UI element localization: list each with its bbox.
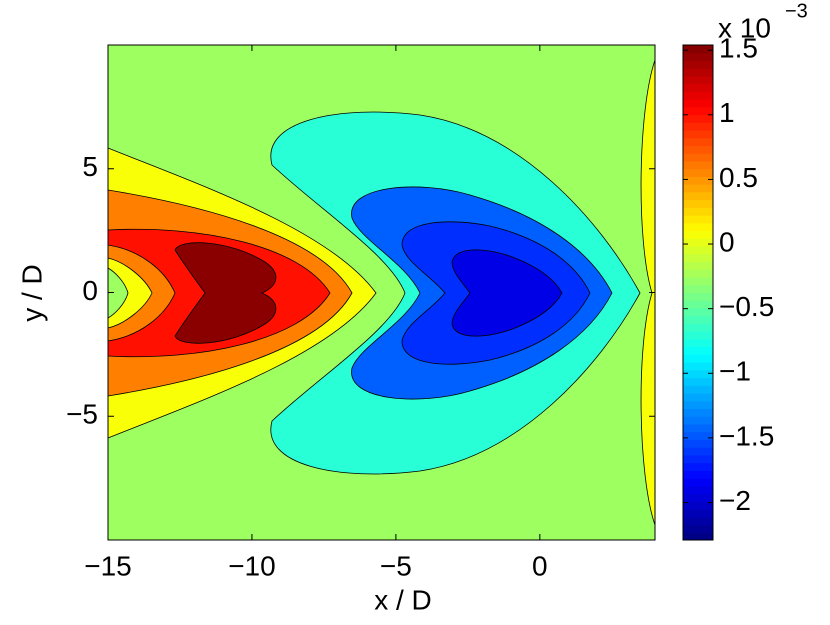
- colorbar-step: [683, 199, 713, 208]
- colorbar-step: [683, 261, 713, 270]
- colorbar-step: [683, 130, 713, 139]
- colorbar-step: [683, 315, 713, 324]
- colorbar-step: [683, 246, 713, 255]
- colorbar-step: [683, 307, 713, 317]
- colorbar-step: [683, 393, 713, 402]
- y-tick-label: −5: [66, 399, 98, 430]
- colorbar-step: [683, 509, 713, 518]
- colorbar-tick-label: −0.5: [719, 291, 774, 322]
- colorbar-step: [683, 60, 713, 69]
- colorbar-tick-label: −1.5: [719, 420, 774, 451]
- colorbar-frame: [682, 44, 714, 541]
- colorbar-step: [683, 191, 713, 201]
- x-tick-label: −10: [228, 550, 276, 581]
- colorbar-step: [683, 114, 713, 123]
- colorbar-step: [683, 462, 713, 471]
- colorbar-step: [683, 300, 713, 309]
- x-tick-label: −5: [380, 550, 412, 581]
- colorbar-step: [683, 238, 713, 247]
- colorbar-step: [683, 230, 713, 239]
- colorbar-step: [683, 168, 713, 177]
- colorbar-tick-label: 0: [719, 226, 735, 257]
- colorbar-step: [683, 408, 713, 417]
- x-axis-label: x / D: [374, 584, 432, 615]
- colorbar-step: [683, 385, 713, 394]
- colorbar-step: [683, 137, 713, 147]
- colorbar-exponent: −3: [785, 0, 808, 22]
- colorbar-step: [683, 253, 713, 263]
- colorbar-step: [683, 176, 713, 185]
- contour-region: [640, 59, 656, 526]
- colorbar-step: [683, 184, 713, 193]
- colorbar-step: [683, 215, 713, 224]
- colorbar-step: [683, 478, 713, 487]
- contour-region: [107, 257, 153, 329]
- colorbar-step: [683, 106, 713, 116]
- colorbar-step: [683, 45, 713, 54]
- colorbar-step: [683, 83, 713, 92]
- colorbar-step: [683, 470, 713, 479]
- colorbar-tick-label: −2: [719, 485, 751, 516]
- colorbar-step: [683, 338, 713, 348]
- contour-region: [451, 249, 563, 337]
- colorbar-step: [683, 145, 713, 154]
- colorbar-step: [683, 431, 713, 440]
- colorbar-step: [683, 524, 713, 533]
- colorbar-step: [683, 516, 713, 526]
- colorbar-tick-label: 0.5: [719, 162, 758, 193]
- colorbar-step: [683, 346, 713, 355]
- colorbar-step: [683, 99, 713, 108]
- colorbar-step: [683, 362, 713, 371]
- colorbar-step: [683, 222, 713, 232]
- x-tick-label: −15: [84, 550, 132, 581]
- colorbar-tick-label: −1: [719, 356, 751, 387]
- colorbar-step: [683, 416, 713, 425]
- colorbar-step: [683, 277, 713, 286]
- colorbar-step: [683, 284, 713, 293]
- colorbar-step: [683, 485, 713, 495]
- y-axis-label: y / D: [16, 264, 47, 322]
- colorbar-step: [683, 501, 713, 510]
- colorbar-step: [683, 354, 713, 363]
- colorbar-tick-label: 1.5: [719, 33, 758, 64]
- colorbar-step: [683, 377, 713, 386]
- colorbar-step: [683, 52, 713, 61]
- colorbar-step: [683, 68, 713, 77]
- y-tick-label: 0: [82, 275, 98, 306]
- colorbar-step: [683, 400, 713, 410]
- colorbar-step: [683, 75, 713, 85]
- colorbar-step: [683, 447, 713, 456]
- colorbar-step: [683, 91, 713, 100]
- colorbar-step: [683, 207, 713, 216]
- contour-region: [107, 267, 129, 319]
- colorbar-tick-label: 1: [719, 97, 735, 128]
- colorbar-step: [683, 331, 713, 340]
- colorbar-multiplier: x 10: [718, 12, 771, 43]
- colorbar-step: [683, 532, 713, 541]
- colorbar-step: [683, 493, 713, 502]
- colorbar-step: [683, 122, 713, 131]
- x-tick-label: 0: [532, 550, 548, 581]
- colorbar-step: [683, 369, 713, 379]
- colorbar-step: [683, 454, 713, 464]
- contour-region: [174, 242, 277, 344]
- colorbar-step: [683, 423, 713, 433]
- colorbar-step: [683, 292, 713, 301]
- y-tick-label: 5: [82, 151, 98, 182]
- colorbar-step: [683, 323, 713, 332]
- colorbar-step: [683, 269, 713, 278]
- colorbar-step: [683, 153, 713, 162]
- colorbar-step: [683, 439, 713, 448]
- colorbar-step: [683, 161, 713, 170]
